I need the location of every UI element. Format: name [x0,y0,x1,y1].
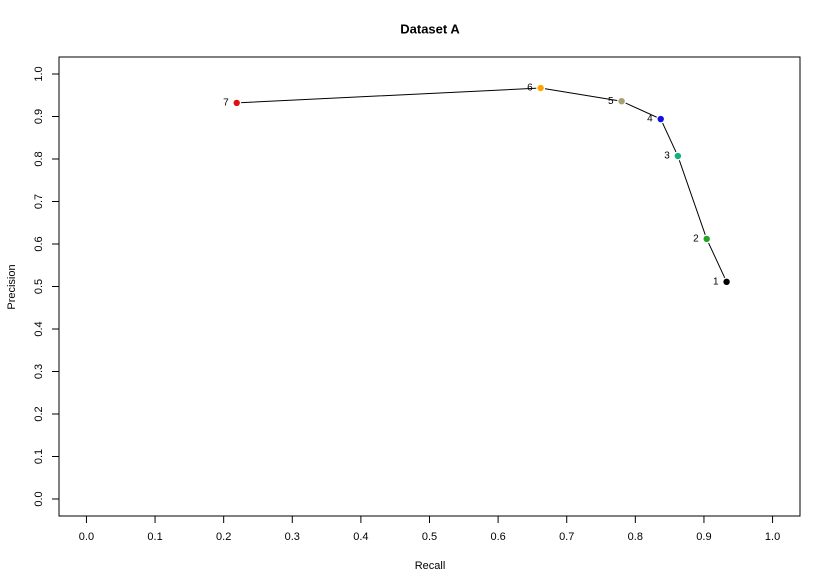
y-tick-label: 1.0 [33,66,45,81]
x-tick-label: 0.0 [79,531,94,543]
chart-title: Dataset A [400,21,460,36]
y-tick-label: 0.6 [33,236,45,251]
series-line [236,87,728,283]
y-tick-label: 0.2 [33,406,45,421]
point-label: 5 [608,96,614,107]
point [537,84,544,92]
point-label: 7 [223,98,229,109]
point [674,152,682,160]
x-tick-label: 1.0 [765,531,780,543]
x-tick-label: 0.8 [628,531,643,543]
point [618,98,625,105]
point [723,278,730,286]
point-label: 3 [664,151,670,162]
point-label: 1 [713,276,719,287]
y-tick-label: 0.9 [33,109,45,124]
x-tick-label: 0.5 [422,531,437,543]
point-label: 6 [527,83,533,94]
x-tick-label: 0.3 [285,531,300,543]
x-tick-label: 0.2 [216,531,231,543]
x-tick-label: 0.6 [490,531,505,543]
point [703,235,710,243]
point [657,115,664,123]
y-axis-label: Precision [6,264,18,309]
x-tick-label: 0.9 [696,531,711,543]
y-tick-label: 0.7 [33,194,45,209]
point-label: 4 [647,114,653,125]
y-tick-label: 0.4 [33,321,45,336]
x-tick-label: 0.7 [559,531,574,543]
point-label: 2 [693,234,699,245]
y-tick-label: 0.0 [33,491,45,506]
y-tick-label: 0.3 [33,364,45,379]
x-tick-label: 0.1 [147,531,162,543]
x-axis-label: Recall [415,560,446,572]
point [233,99,240,107]
y-tick-label: 0.1 [33,449,45,464]
y-tick-label: 0.8 [33,151,45,166]
plot-frame [58,56,801,517]
x-tick-label: 0.4 [353,531,368,543]
y-tick-label: 0.5 [33,279,45,294]
